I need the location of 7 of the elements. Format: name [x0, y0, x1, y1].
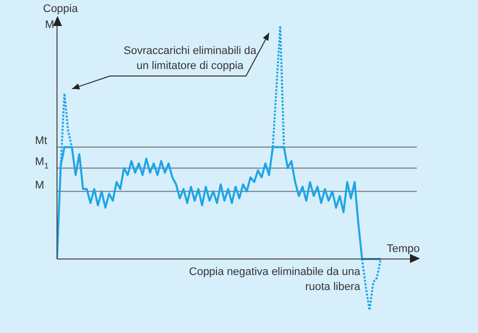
annotation: Coppia negativa eliminabile da una ruota libera — [189, 266, 362, 293]
y-axis-title: Coppia — [43, 3, 79, 15]
annotation: Sovraccarichi eliminabili da un limitatore di coppia — [124, 45, 258, 72]
x-axis-title: Tempo — [386, 242, 420, 255]
text: M — [45, 19, 54, 31]
ref-line-label: M — [35, 179, 44, 192]
ref-line-label: Mt — [35, 135, 48, 148]
